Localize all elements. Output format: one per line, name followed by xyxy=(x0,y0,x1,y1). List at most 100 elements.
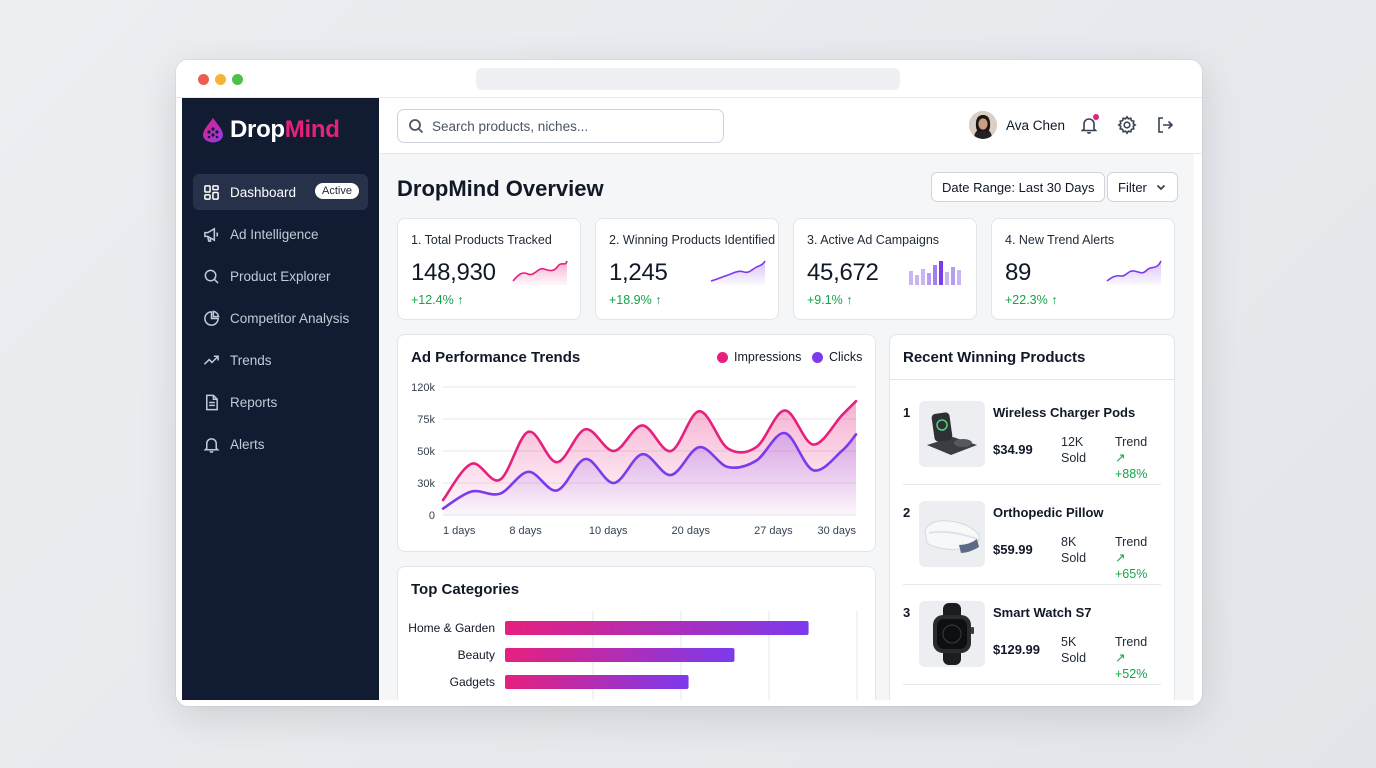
pillow-image xyxy=(919,501,985,567)
y-tick-label: 120k xyxy=(411,382,435,394)
maximize-window-button[interactable] xyxy=(232,74,243,85)
x-tick-label: 10 days xyxy=(589,525,628,537)
brand-logo[interactable]: DropMind xyxy=(202,116,340,144)
product-row[interactable]: 1 Wireless Charger Pods $34.99 12K Sold T… xyxy=(903,385,1161,485)
product-rank: 1 xyxy=(903,405,911,420)
user-name: Ava Chen xyxy=(1006,117,1066,133)
x-tick-label: 30 days xyxy=(817,525,856,537)
product-price: $59.99 xyxy=(993,542,1033,557)
user-menu[interactable]: Ava Chen xyxy=(969,111,1065,139)
legend-label: Clicks xyxy=(829,350,863,364)
sidebar-item-label: Trends xyxy=(230,352,272,368)
kpi-label: 4. New Trend Alerts xyxy=(1005,233,1115,247)
date-range-label: Date Range: Last 30 Days xyxy=(942,179,1095,195)
product-name: Smart Watch S7 xyxy=(993,605,1092,620)
trend-value: ↗ +65% xyxy=(1115,551,1148,581)
settings-button[interactable] xyxy=(1117,115,1137,135)
avatar[interactable] xyxy=(969,111,997,139)
series-line-impressions[interactable] xyxy=(441,399,858,502)
page-title: DropMind Overview xyxy=(397,176,604,201)
logout-icon xyxy=(1158,117,1174,133)
sidebar-item-reports[interactable]: Reports xyxy=(193,384,368,420)
y-tick-label: 0 xyxy=(429,510,435,522)
kpi-card-active-campaigns[interactable]: 3. Active Ad Campaigns 45,672 +9.1% ↑ xyxy=(793,218,977,320)
kpi-value: 148,930 xyxy=(411,259,496,286)
filter-button[interactable]: Filter xyxy=(1107,172,1178,202)
trend-label: Trend xyxy=(1115,435,1148,449)
smart-watch-image xyxy=(919,601,985,667)
sparkline-chart xyxy=(1106,260,1162,285)
y-tick-label: 30k xyxy=(417,478,435,490)
category-bar[interactable] xyxy=(505,648,735,662)
browser-titlebar xyxy=(176,60,1202,98)
series-area-clicks xyxy=(443,433,856,515)
search-icon xyxy=(204,269,219,284)
kpi-card-trend-alerts[interactable]: 4. New Trend Alerts 89 +22.3% ↑ xyxy=(991,218,1175,320)
sold-label: Sold xyxy=(1061,651,1087,665)
ad-performance-card: Ad Performance Trends Impressions Clicks… xyxy=(397,334,876,552)
card-title: Top Categories xyxy=(411,581,520,598)
top-bar: Ava Chen xyxy=(379,98,1202,154)
chevron-down-icon xyxy=(1156,184,1166,191)
divider xyxy=(890,379,1174,380)
product-price: $129.99 xyxy=(993,642,1040,657)
app-window: DropMind Dashboard Active Ad Intelligenc… xyxy=(176,60,1202,706)
megaphone-icon xyxy=(204,227,219,242)
brand-name-part1: Drop xyxy=(230,116,285,143)
category-label: Beauty xyxy=(458,648,495,662)
minimize-window-button[interactable] xyxy=(215,74,226,85)
sidebar-item-ad-intelligence[interactable]: Ad Intelligence xyxy=(193,216,368,252)
legend-swatch xyxy=(717,351,728,363)
sidebar-item-label: Reports xyxy=(230,394,278,410)
sidebar: DropMind Dashboard Active Ad Intelligenc… xyxy=(182,98,379,700)
kpi-delta: +12.4% ↑ xyxy=(411,293,464,307)
legend-impressions[interactable]: Impressions xyxy=(717,350,801,364)
product-name: Wireless Charger Pods xyxy=(993,405,1136,420)
product-row[interactable]: 3 Smart Watch S7 $129.99 5K Sold Trend ↗ +… xyxy=(903,585,1161,685)
close-window-button[interactable] xyxy=(198,74,209,85)
kpi-label: 2. Winning Products Identified xyxy=(609,233,776,247)
trend-label: Trend xyxy=(1115,535,1148,549)
sidebar-nav: Dashboard Active Ad Intelligence Product… xyxy=(193,174,368,468)
series-line-clicks[interactable] xyxy=(441,431,858,510)
sold-label: Sold xyxy=(1061,551,1087,565)
product-sold: 5K Sold xyxy=(1061,634,1086,666)
sparkline-chart xyxy=(710,260,766,285)
notifications-button[interactable] xyxy=(1079,114,1099,135)
product-rank: 3 xyxy=(903,605,911,620)
sidebar-item-dashboard[interactable]: Dashboard Active xyxy=(193,174,368,210)
kpi-card-winning-products[interactable]: 2. Winning Products Identified 1,245 +18… xyxy=(595,218,779,320)
category-label: Gadgets xyxy=(450,675,495,689)
search-input[interactable] xyxy=(432,118,702,134)
legend-clicks[interactable]: Clicks xyxy=(812,350,862,364)
sidebar-item-alerts[interactable]: Alerts xyxy=(193,426,368,462)
grid-icon xyxy=(204,184,219,200)
category-bar[interactable] xyxy=(505,675,689,689)
legend-swatch xyxy=(812,351,823,363)
card-title: Recent Winning Products xyxy=(903,349,1086,366)
gear-icon xyxy=(1117,115,1137,135)
product-sold: 8K Sold xyxy=(1061,534,1086,566)
product-row[interactable]: 2 Orthopedic Pillow $59.99 8K Sold Trend ↗… xyxy=(903,485,1161,585)
date-range-button[interactable]: Date Range: Last 30 Days xyxy=(931,172,1106,202)
address-bar[interactable] xyxy=(476,68,900,90)
logout-button[interactable] xyxy=(1155,115,1175,135)
sidebar-item-product-explorer[interactable]: Product Explorer xyxy=(193,258,368,294)
x-tick-label: 1 days xyxy=(443,525,476,537)
brand-name: DropMind xyxy=(230,116,340,144)
sidebar-item-trends[interactable]: Trends xyxy=(193,342,368,378)
bar-sparkline-chart xyxy=(909,261,961,285)
kpi-card-total-products[interactable]: 1. Total Products Tracked 148,930 +12.4%… xyxy=(397,218,581,320)
filter-label: Filter xyxy=(1118,179,1147,195)
active-badge: Active xyxy=(315,183,359,199)
product-price: $34.99 xyxy=(993,442,1033,457)
drop-logo-icon xyxy=(203,118,223,143)
search-box[interactable] xyxy=(397,109,724,143)
category-bar[interactable] xyxy=(505,621,809,635)
sidebar-item-competitor-analysis[interactable]: Competitor Analysis xyxy=(193,300,368,336)
kpi-delta: +22.3% ↑ xyxy=(1005,293,1058,307)
main-content: DropMind Overview Date Range: Last 30 Da… xyxy=(379,154,1194,700)
bell-icon xyxy=(1080,118,1098,134)
y-tick-label: 50k xyxy=(417,446,435,458)
product-trend: Trend ↗ +88% xyxy=(1115,434,1161,482)
